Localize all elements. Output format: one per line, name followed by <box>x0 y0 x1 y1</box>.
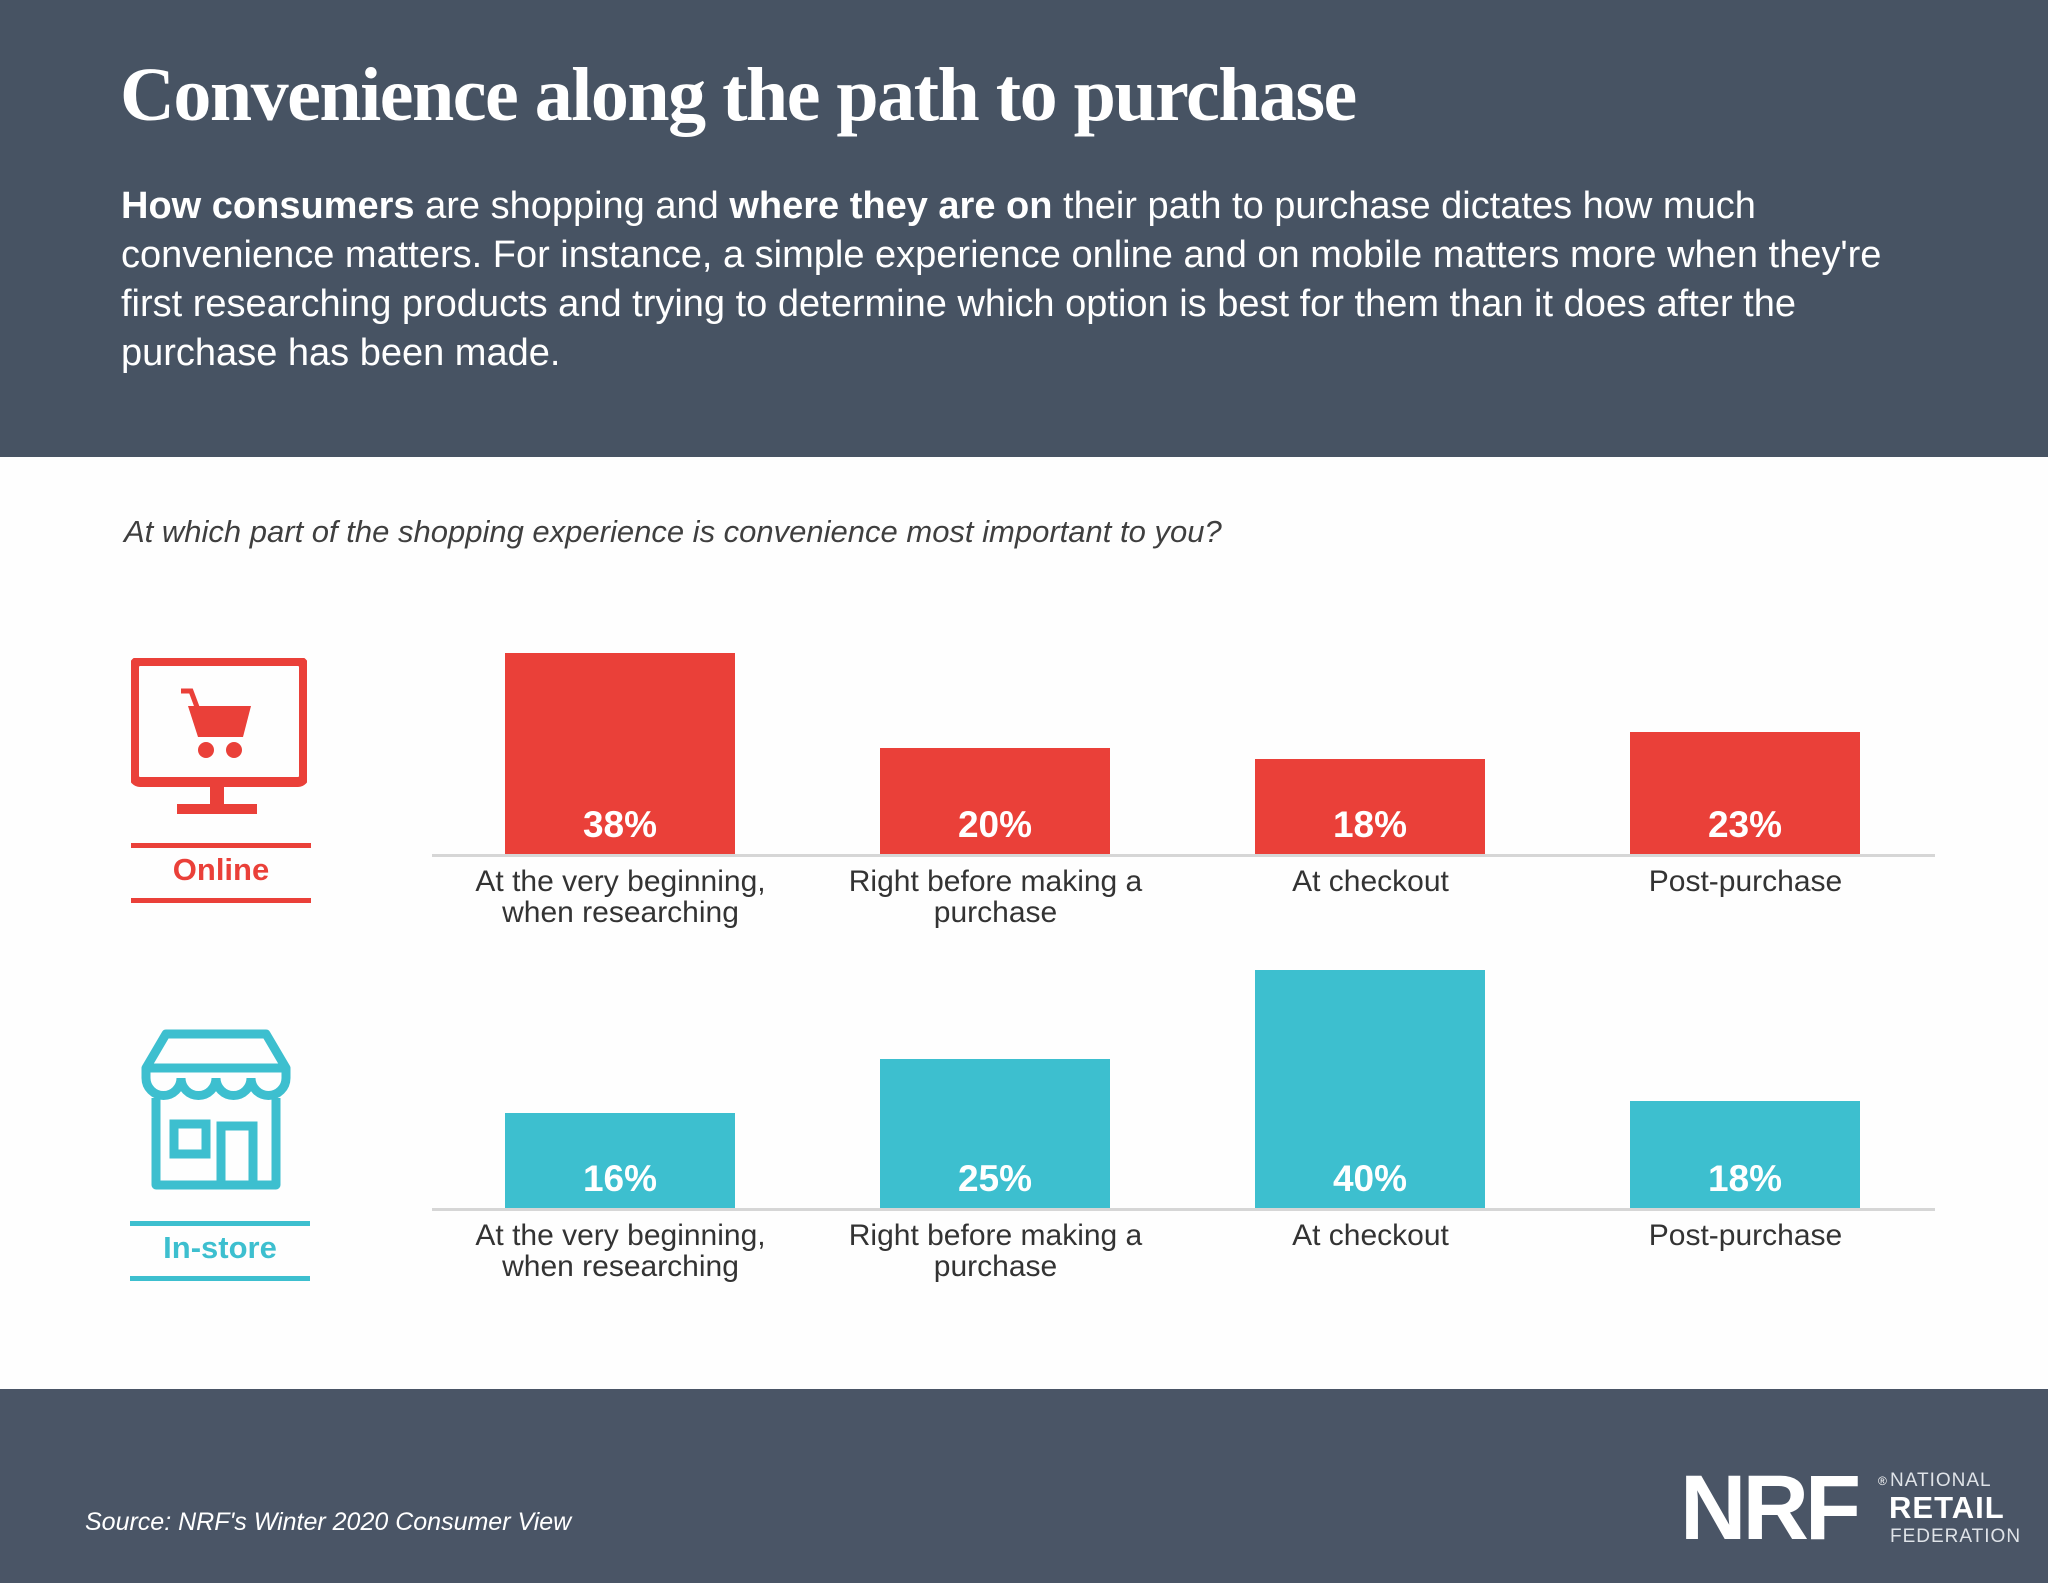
online-bar-value-label: 38% <box>582 804 658 845</box>
online-bar-value-label: 23% <box>1707 804 1783 845</box>
online-category-label: Right before making a purchase <box>808 866 1183 928</box>
online-baseline <box>432 854 1935 857</box>
online-bar <box>880 748 1110 854</box>
header-banner: Convenience along the path to purchase H… <box>0 0 2048 457</box>
intro-bold-2: where they are on <box>729 185 1053 227</box>
nrf-logo[interactable]: NRF ® NATIONAL RETAIL FEDERATION <box>1680 1457 2022 1559</box>
instore-bar-value-label: 16% <box>582 1158 658 1199</box>
nrf-logo-line-2: RETAIL <box>1889 1490 2005 1525</box>
registered-mark-icon: ® <box>1878 1474 1887 1488</box>
nrf-logo-mark: NRF <box>1680 1457 1861 1559</box>
storefront-icon <box>141 1029 291 1190</box>
instore-category-label: Right before making a purchase <box>808 1220 1183 1282</box>
nrf-logo-line-3: FEDERATION <box>1890 1526 2022 1547</box>
category-label-line: purchase <box>933 896 1058 929</box>
category-label-line: Right before making a <box>848 1219 1143 1252</box>
online-category-label: Post-purchase <box>1558 866 1933 897</box>
category-label-line: At the very beginning, <box>475 1219 766 1252</box>
online-bar-value-label: 18% <box>1332 804 1408 845</box>
category-label-line: Post-purchase <box>1648 865 1843 898</box>
online-category-label: At the very beginning, when researching <box>433 866 808 928</box>
category-label-line: Post-purchase <box>1648 1219 1843 1252</box>
online-bar <box>1255 758 1485 854</box>
instore-category-label: At checkout <box>1183 1220 1558 1251</box>
intro-paragraph: How consumers are shopping and where the… <box>121 182 1951 378</box>
instore-bar-value-label: 18% <box>1707 1158 1783 1199</box>
instore-bar <box>1630 1100 1860 1208</box>
instore-bar <box>880 1059 1110 1208</box>
online-bar <box>1630 732 1860 854</box>
instore-baseline <box>432 1208 1935 1211</box>
online-rule-bottom <box>131 898 311 903</box>
online-bar <box>505 652 735 854</box>
instore-legend: In-store <box>130 1028 310 1283</box>
nrf-logo-line-1: NATIONAL <box>1890 1470 1992 1491</box>
monitor-shopping-cart-icon <box>131 658 307 814</box>
category-label-line: At checkout <box>1292 1219 1449 1252</box>
footer-banner <box>0 1389 2048 1583</box>
source-note: Source: NRF's Winter 2020 Consumer View <box>85 1508 572 1536</box>
category-label-line: Right before making a <box>848 865 1143 898</box>
intro-bold-1: How consumers <box>121 185 415 227</box>
instore-bar <box>1255 970 1485 1208</box>
category-label-line: purchase <box>933 1250 1058 1283</box>
online-legend: Online <box>131 658 311 908</box>
instore-rule-bottom <box>130 1276 310 1281</box>
online-label: Online <box>172 852 270 887</box>
instore-category-label: At the very beginning, when researching <box>433 1220 808 1282</box>
instore-rule-top <box>130 1221 310 1226</box>
instore-category-label: Post-purchase <box>1558 1220 1933 1251</box>
instore-bar-value-label: 25% <box>957 1158 1033 1199</box>
online-bar-value-label: 20% <box>957 804 1033 845</box>
intro-text-1: are shopping and <box>414 185 730 227</box>
intro-text-2: their path to purchase dictates how much… <box>121 185 1882 374</box>
page-title: Convenience along the path to purchase <box>120 53 1357 137</box>
category-label-line: At the very beginning, <box>475 865 766 898</box>
chart-question: At which part of the shopping experience… <box>124 514 1222 549</box>
online-category-label: At checkout <box>1183 866 1558 897</box>
instore-bar-value-label: 40% <box>1332 1158 1408 1199</box>
online-rule-top <box>131 843 311 848</box>
category-label-line: when researching <box>502 1250 739 1283</box>
instore-label: In-store <box>163 1230 277 1265</box>
category-label-line: At checkout <box>1292 865 1449 898</box>
category-label-line: when researching <box>502 896 739 929</box>
instore-bar <box>505 1112 735 1208</box>
